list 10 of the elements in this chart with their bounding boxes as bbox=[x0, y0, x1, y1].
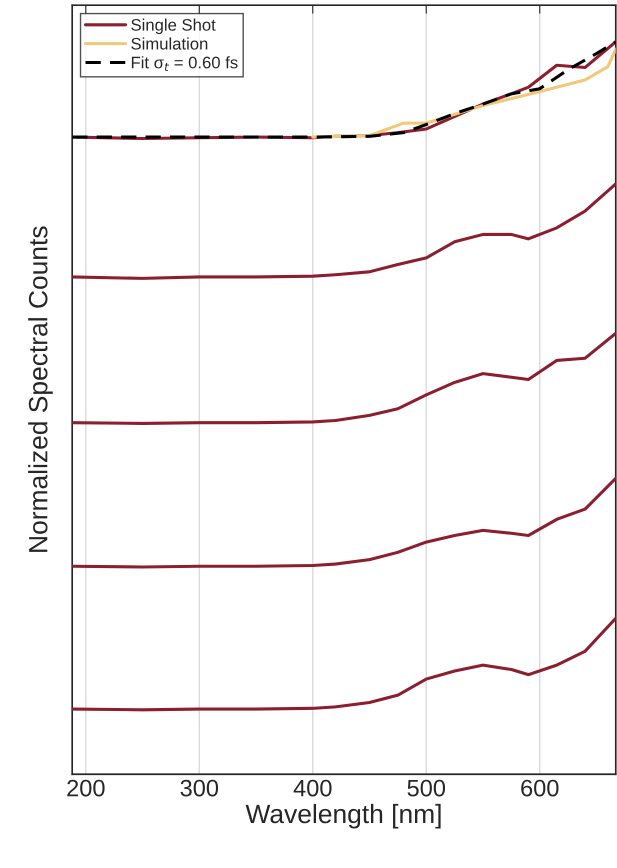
x-tick-label: 400 bbox=[294, 780, 332, 796]
x-tick-label: 200 bbox=[67, 780, 105, 796]
y-axis-title: Normalized Spectral Counts bbox=[28, 226, 53, 552]
legend-label: Single Shot bbox=[131, 18, 216, 34]
legend-label: Fit σ$_{t}$ = 0.60 fs bbox=[132, 56, 238, 72]
legend-label: Simulation bbox=[131, 37, 208, 50]
x-axis-title: Wavelength [nm] bbox=[246, 804, 441, 829]
x-tick-label: 300 bbox=[180, 780, 218, 796]
x-tick-label: 600 bbox=[521, 780, 559, 796]
x-tick-label: 500 bbox=[408, 780, 446, 796]
